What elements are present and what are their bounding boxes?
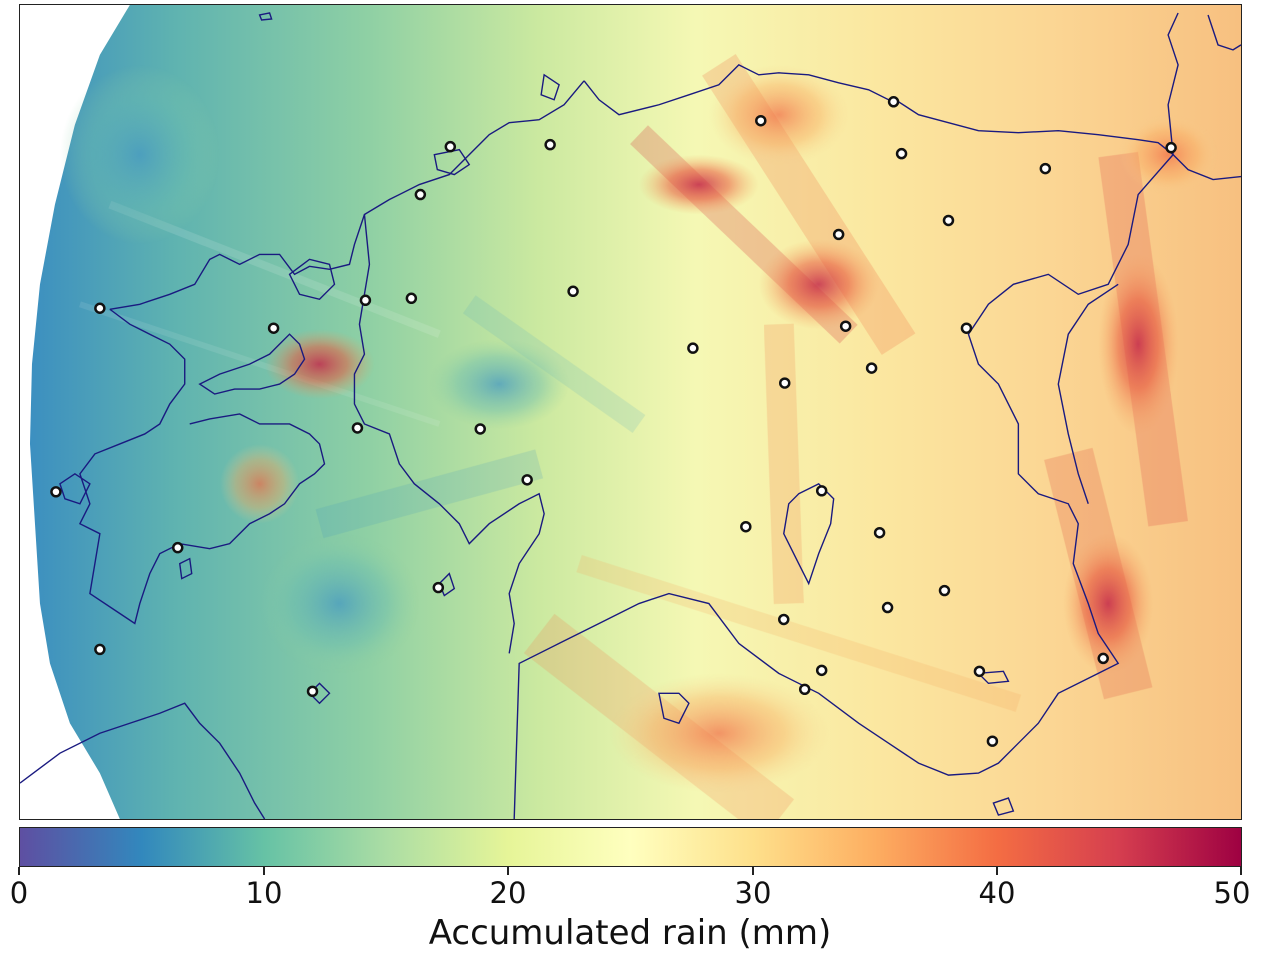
colorbar-tick	[507, 867, 509, 875]
light-rain-area	[59, 64, 220, 245]
station-marker	[405, 292, 418, 305]
colorbar-tick-label: 50	[1213, 876, 1251, 910]
station-marker	[938, 584, 951, 597]
station-marker	[1097, 652, 1109, 665]
colorbar-tick	[263, 867, 265, 875]
station-marker	[986, 735, 999, 747]
station-marker	[973, 665, 986, 678]
colorbar-tick-label: 40	[978, 876, 1016, 910]
station-marker	[755, 114, 767, 127]
colorbar-tick-label: 30	[734, 876, 772, 910]
colorbar-tick-label: 0	[9, 876, 29, 910]
station-marker	[414, 188, 427, 201]
heavy-rain-area	[1098, 254, 1179, 434]
station-marker	[798, 683, 811, 696]
stations	[50, 96, 1177, 747]
station-marker	[815, 664, 828, 677]
station-marker	[432, 581, 445, 594]
light-rain-area	[259, 533, 420, 674]
station-marker	[444, 140, 457, 153]
heavy-rain-area	[758, 239, 879, 330]
station-marker	[474, 423, 486, 435]
heavy-rain-area	[264, 329, 375, 400]
colorbar-tick-label: 10	[245, 876, 283, 910]
station-marker	[94, 643, 106, 656]
rain-map	[19, 4, 1242, 820]
moderate-rain-area	[219, 443, 300, 524]
station-marker	[306, 685, 319, 698]
station-marker	[94, 302, 106, 314]
station-marker	[839, 320, 852, 332]
station-marker	[779, 377, 791, 389]
station-marker	[960, 322, 973, 334]
station-marker	[1039, 162, 1052, 175]
station-marker	[740, 520, 752, 533]
moderate-rain-area	[1118, 114, 1219, 195]
station-marker	[351, 422, 364, 434]
station-marker	[778, 613, 790, 626]
station-marker	[267, 322, 280, 334]
station-marker	[544, 138, 556, 151]
station-marker	[832, 228, 845, 241]
station-marker	[567, 285, 579, 298]
station-marker	[942, 214, 955, 227]
station-marker	[359, 294, 372, 307]
station-marker	[887, 96, 900, 108]
moderate-rain-area	[609, 673, 829, 794]
station-marker	[881, 601, 894, 614]
heavy-rain-area	[638, 154, 759, 215]
colorbar-tick	[752, 867, 754, 875]
colorbar-tick	[18, 867, 20, 875]
colorbar-tick	[1240, 867, 1242, 875]
station-marker	[895, 147, 908, 160]
station-marker	[521, 474, 533, 486]
moderate-rain-area	[708, 64, 849, 165]
station-marker	[873, 526, 886, 539]
colorbar-tick	[996, 867, 998, 875]
colorbar	[19, 827, 1242, 867]
station-marker	[687, 342, 699, 354]
station-marker	[172, 541, 184, 554]
station-marker	[815, 485, 828, 497]
colorbar-title: Accumulated rain (mm)	[428, 913, 832, 953]
station-marker	[865, 362, 878, 374]
station-marker	[50, 486, 62, 498]
station-marker	[1165, 141, 1177, 154]
heavy-rain-area	[1063, 533, 1154, 674]
light-rain-area	[429, 339, 570, 429]
rain-map-canvas	[20, 5, 1241, 819]
colorbar-tick-label: 20	[489, 876, 527, 910]
